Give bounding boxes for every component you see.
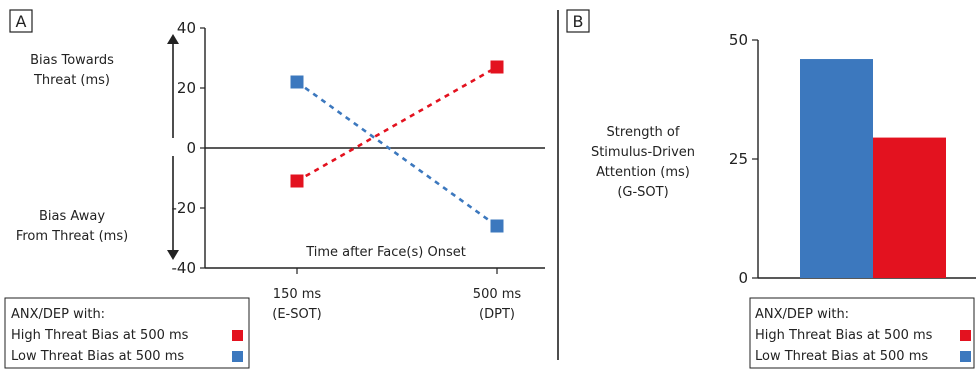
- bar-1: [873, 137, 946, 278]
- b-ylabel-line2: Stimulus-Driven: [591, 145, 695, 160]
- data-point: [490, 219, 504, 233]
- b-y-tick-label: 25: [729, 150, 748, 168]
- bar-0: [800, 59, 873, 278]
- legend-a-entry-high: High Threat Bias at 500 ms: [11, 328, 189, 343]
- data-point: [290, 174, 304, 188]
- panel-a-label: A: [16, 12, 27, 31]
- legend-b-box: [749, 297, 975, 369]
- data-point: [490, 60, 504, 74]
- b-ylabel-line3: Attention (ms): [596, 165, 690, 180]
- y-tick-label: 40: [177, 19, 196, 37]
- legend-b-title: ANX/DEP with:: [755, 307, 849, 322]
- legend-a-swatch-low: [232, 351, 243, 362]
- arrow-down-head: [167, 250, 179, 260]
- panel-b: B Strength of Stimulus-Driven Attention …: [566, 9, 976, 369]
- b-y-tick-label: 0: [738, 269, 748, 287]
- y-tick-label: -40: [172, 259, 197, 277]
- x-tick-label: 150 ms: [273, 287, 322, 302]
- b-y-tick-label: 50: [729, 31, 748, 49]
- arrow-up-head: [167, 34, 179, 44]
- panel-a-label-box: [9, 9, 33, 33]
- panel-b-bars: [800, 59, 946, 278]
- y-annotation-up-line2: Threat (ms): [33, 73, 110, 88]
- y-annotation-down-line1: Bias Away: [39, 209, 105, 224]
- x-tick-label: 500 ms: [473, 287, 522, 302]
- series-line-1: [296, 80, 498, 228]
- x-tick-label: (E-SOT): [272, 307, 321, 322]
- panel-a: A Bias Towards Threat (ms) Bias Away Fro…: [4, 9, 545, 369]
- y-annotation-down-line2: From Threat (ms): [16, 229, 128, 244]
- b-ylabel-line4: (G-SOT): [617, 185, 668, 200]
- panel-b-label-box: [566, 9, 590, 33]
- series-line-0: [296, 65, 498, 183]
- b-ylabel-line1: Strength of: [607, 125, 680, 140]
- legend-b-swatch-low: [960, 351, 971, 362]
- y-tick-label: -20: [172, 199, 197, 217]
- legend-a-box: [4, 297, 250, 369]
- x-axis-label: Time after Face(s) Onset: [305, 245, 466, 260]
- panel-b-label: B: [573, 12, 584, 31]
- y-annotation-up-line1: Bias Towards: [30, 53, 114, 68]
- legend-b-entry-low: Low Threat Bias at 500 ms: [755, 349, 928, 364]
- x-tick-label: (DPT): [479, 307, 515, 322]
- legend-a-title: ANX/DEP with:: [11, 307, 105, 322]
- legend-a-entry-low: Low Threat Bias at 500 ms: [11, 349, 184, 364]
- panel-a-series: [290, 60, 504, 233]
- legend-b-entry-high: High Threat Bias at 500 ms: [755, 328, 933, 343]
- panel-a-axes: 40 20 0 -20 -40 150 ms (E-SOT) 500 ms (DPT): [172, 19, 545, 322]
- data-point: [290, 75, 304, 89]
- y-tick-label: 0: [186, 139, 196, 157]
- legend-b-swatch-high: [960, 330, 971, 341]
- y-tick-label: 20: [177, 79, 196, 97]
- legend-a-swatch-high: [232, 330, 243, 341]
